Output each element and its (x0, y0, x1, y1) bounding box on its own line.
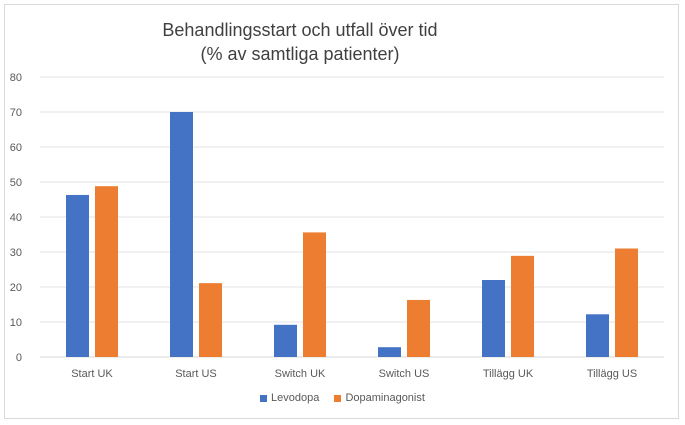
legend-swatch-levodopa (260, 394, 268, 402)
legend-swatch-dopaminagonist (334, 394, 342, 402)
bar (615, 248, 638, 357)
bar (511, 255, 534, 357)
bar (378, 347, 401, 357)
chart-title: Behandlingsstart och utfall över tid (% … (0, 18, 600, 66)
y-tick-label: 40 (10, 212, 22, 224)
y-tick-label: 0 (16, 352, 22, 364)
legend-item-levodopa: Levodopa (260, 392, 319, 404)
y-tick-label: 60 (10, 142, 22, 154)
bar (274, 324, 297, 357)
bar (170, 112, 193, 357)
x-tick-label: Switch US (379, 368, 430, 380)
legend-label-levodopa: Levodopa (271, 392, 320, 405)
y-tick-label: 80 (10, 72, 22, 84)
x-tick-label: Tillägg US (587, 368, 637, 380)
x-tick-label: Start US (175, 368, 217, 380)
bar (407, 299, 430, 357)
y-tick-label: 30 (10, 247, 22, 259)
bar (199, 283, 222, 357)
chart-legend: Levodopa Dopaminagonist (0, 392, 685, 404)
y-tick-label: 20 (10, 282, 22, 294)
y-tick-label: 10 (10, 317, 22, 329)
bar (482, 280, 505, 357)
x-tick-label: Start UK (71, 368, 113, 380)
x-tick-label: Switch UK (275, 368, 326, 380)
bar (95, 186, 118, 357)
y-tick-label: 70 (10, 107, 22, 119)
chart-title-line-2: (% av samtliga patienter) (200, 44, 400, 64)
legend-item-dopaminagonist: Dopaminagonist (334, 392, 425, 404)
bar (303, 232, 326, 357)
chart-title-line-1: Behandlingsstart och utfall över tid (162, 20, 438, 40)
bar (586, 314, 609, 357)
legend-label-dopaminagonist: Dopaminagonist (345, 392, 425, 405)
y-tick-label: 50 (10, 177, 22, 189)
x-tick-label: Tillägg UK (483, 368, 534, 380)
bar (66, 194, 89, 357)
